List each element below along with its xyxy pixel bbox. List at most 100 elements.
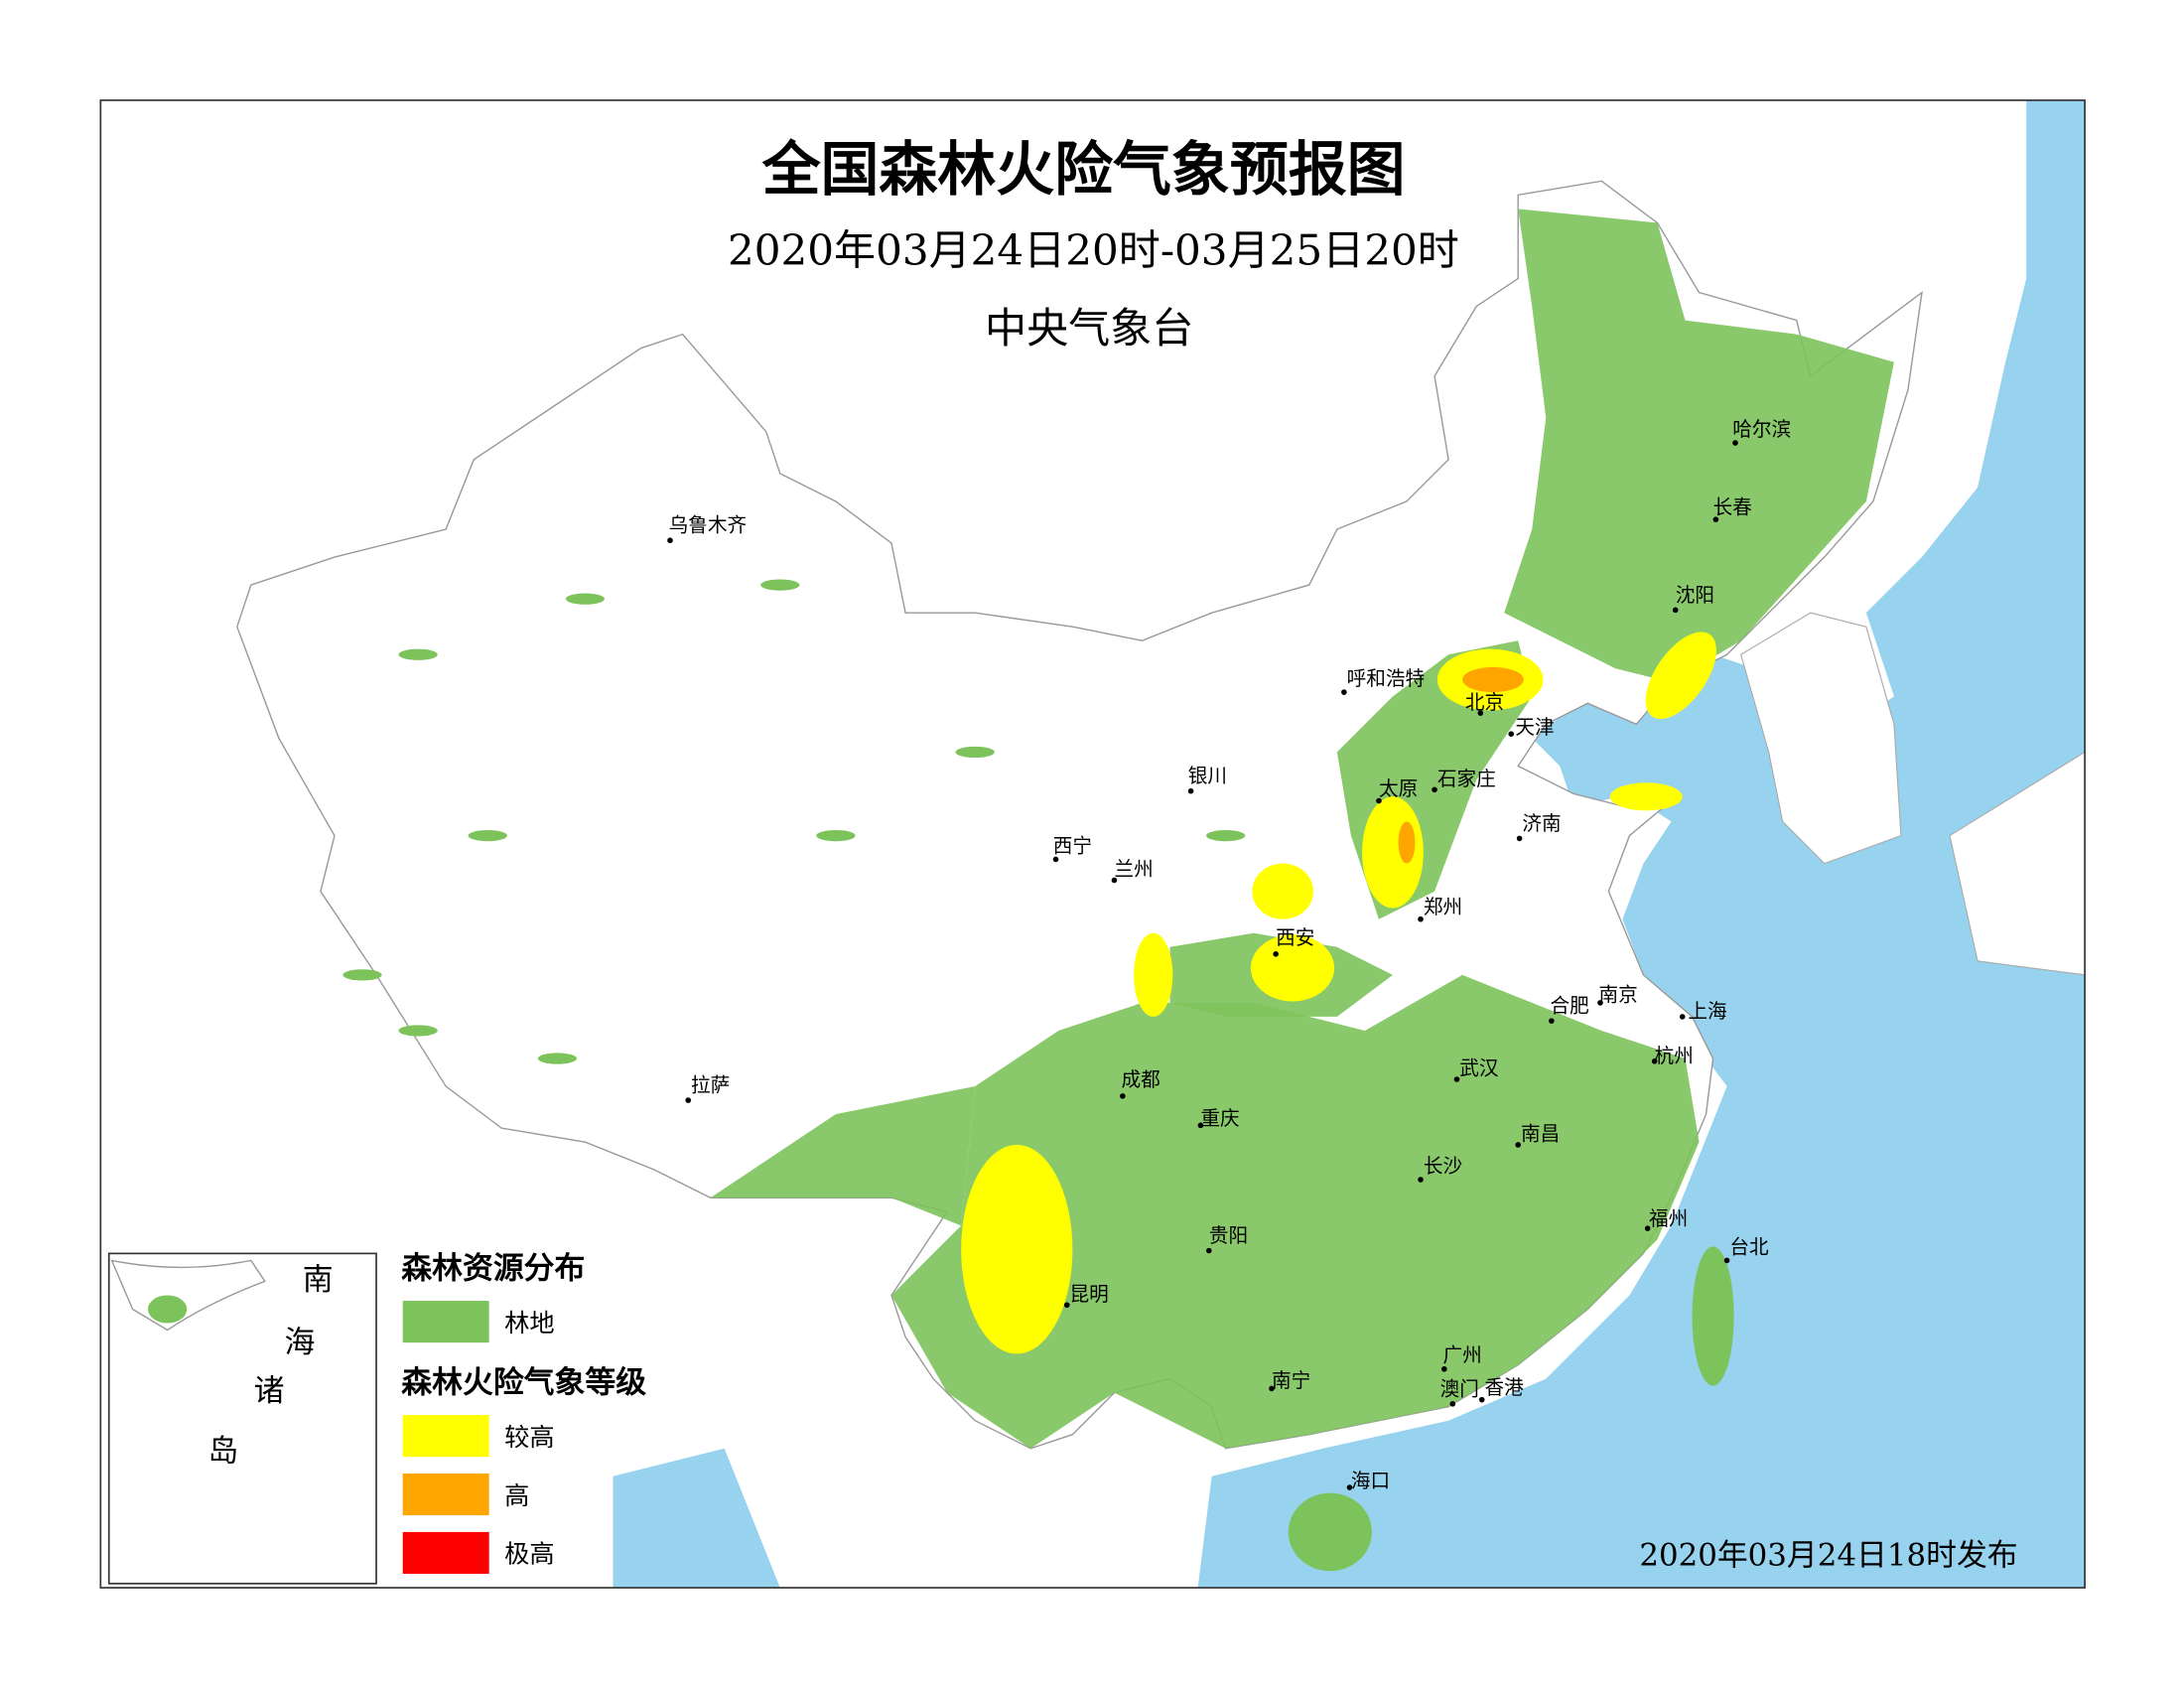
city-dot — [685, 1097, 692, 1103]
sea — [1197, 99, 2086, 1589]
city-label: 香港 — [1485, 1376, 1525, 1399]
city-dot — [1187, 787, 1194, 794]
legend-label: 较高 — [504, 1423, 554, 1452]
city-label: 呼和浩特 — [1347, 667, 1426, 690]
city-dot — [1477, 710, 1484, 716]
city-dot — [1651, 1058, 1658, 1064]
city-label: 长春 — [1713, 495, 1752, 518]
city-dot — [1712, 516, 1719, 522]
map-period: 2020年03月24日20时-03月25日20时 — [728, 225, 1459, 274]
city-label: 南昌 — [1521, 1123, 1560, 1146]
inset-label: 诸 — [254, 1373, 285, 1409]
city-dot — [1449, 1401, 1456, 1407]
city-dot — [1418, 915, 1424, 922]
city-label: 台北 — [1729, 1235, 1769, 1258]
forest-patch — [760, 579, 800, 591]
city-dot — [1679, 1014, 1686, 1020]
city-label: 沈阳 — [1676, 584, 1714, 607]
risk-area — [1134, 932, 1173, 1017]
city-label: 南京 — [1599, 983, 1638, 1006]
city-dot — [1346, 1484, 1353, 1490]
sea-west — [613, 1448, 780, 1589]
city-label: 贵阳 — [1209, 1224, 1248, 1247]
forest-patch — [537, 1053, 578, 1064]
city-dot — [1453, 1076, 1460, 1082]
legend-swatch — [402, 1531, 489, 1574]
city-label: 兰州 — [1114, 858, 1153, 881]
city-dot — [1516, 835, 1523, 842]
legend-label: 高 — [504, 1481, 529, 1510]
city-label: 哈尔滨 — [1732, 418, 1791, 441]
map-title: 全国森林火险气象预报图 — [761, 135, 1406, 204]
legend-swatch — [402, 1415, 489, 1458]
risk-area — [1250, 934, 1335, 1002]
city-label: 北京 — [1465, 691, 1504, 714]
city-label: 西安 — [1276, 926, 1314, 949]
city-label: 济南 — [1522, 812, 1561, 835]
city-dot — [1732, 440, 1738, 446]
city-dot — [1478, 1396, 1485, 1403]
inset-label: 海 — [284, 1325, 315, 1360]
city-dot — [1515, 1142, 1522, 1148]
city-dot — [1432, 786, 1437, 793]
taiwan — [1692, 1246, 1734, 1386]
city-label: 石家庄 — [1437, 768, 1496, 790]
city-dot — [1273, 951, 1279, 957]
city-dot — [1341, 689, 1347, 695]
city-dot — [1597, 1000, 1603, 1006]
risk-area — [1398, 821, 1416, 864]
city-label: 武汉 — [1459, 1057, 1499, 1080]
city-label: 乌鲁木齐 — [669, 514, 748, 537]
city-dot — [1672, 607, 1679, 614]
city-label: 成都 — [1121, 1068, 1160, 1091]
risk-area — [1252, 863, 1314, 919]
forest-area — [891, 974, 1700, 1449]
city-label: 杭州 — [1655, 1045, 1694, 1067]
legend-title: 森林火险气象等级 — [401, 1365, 646, 1401]
forest-patch — [955, 746, 995, 759]
risk-areas — [961, 632, 1716, 1354]
forest-patch — [398, 1025, 438, 1037]
forest-patch — [468, 829, 507, 842]
city-label: 澳门 — [1440, 1377, 1479, 1400]
city-dot — [1120, 1093, 1126, 1099]
city-dot — [1723, 1257, 1730, 1264]
forest-area — [710, 1086, 976, 1226]
city-dot — [1111, 877, 1118, 884]
city-dot — [1508, 731, 1514, 737]
city-dot — [1441, 1365, 1447, 1372]
city-label: 重庆 — [1200, 1107, 1239, 1130]
legend-swatch — [402, 1301, 489, 1343]
city-label: 南宁 — [1272, 1369, 1310, 1392]
city-dot — [1549, 1018, 1555, 1024]
forest-patch — [816, 829, 856, 842]
city-label: 西宁 — [1053, 834, 1092, 857]
risk-area — [1462, 666, 1524, 693]
city-dot — [1063, 1302, 1070, 1309]
city-label: 银川 — [1188, 765, 1227, 787]
city-dot — [1197, 1122, 1204, 1129]
legend-label: 林地 — [504, 1309, 554, 1337]
city-dot — [1269, 1385, 1275, 1392]
inset-hainan — [148, 1295, 188, 1324]
city-dot — [1644, 1225, 1651, 1231]
korea — [1739, 612, 1902, 865]
hainan — [1288, 1492, 1372, 1572]
legend-title: 森林资源分布 — [401, 1251, 585, 1287]
city-dot — [1376, 797, 1382, 804]
city-label: 合肥 — [1550, 995, 1588, 1018]
issued-time: 2020年03月24日18时发布 — [1639, 1538, 2017, 1574]
city-label: 昆明 — [1070, 1283, 1109, 1306]
legend-label: 极高 — [504, 1540, 554, 1569]
city-label: 天津 — [1515, 716, 1554, 739]
forest-area — [1504, 209, 1894, 683]
risk-area — [1362, 796, 1424, 909]
city-label: 上海 — [1688, 1000, 1726, 1023]
city-label: 海口 — [1351, 1470, 1390, 1492]
risk-area — [1609, 782, 1683, 811]
risk-area — [961, 1144, 1073, 1354]
